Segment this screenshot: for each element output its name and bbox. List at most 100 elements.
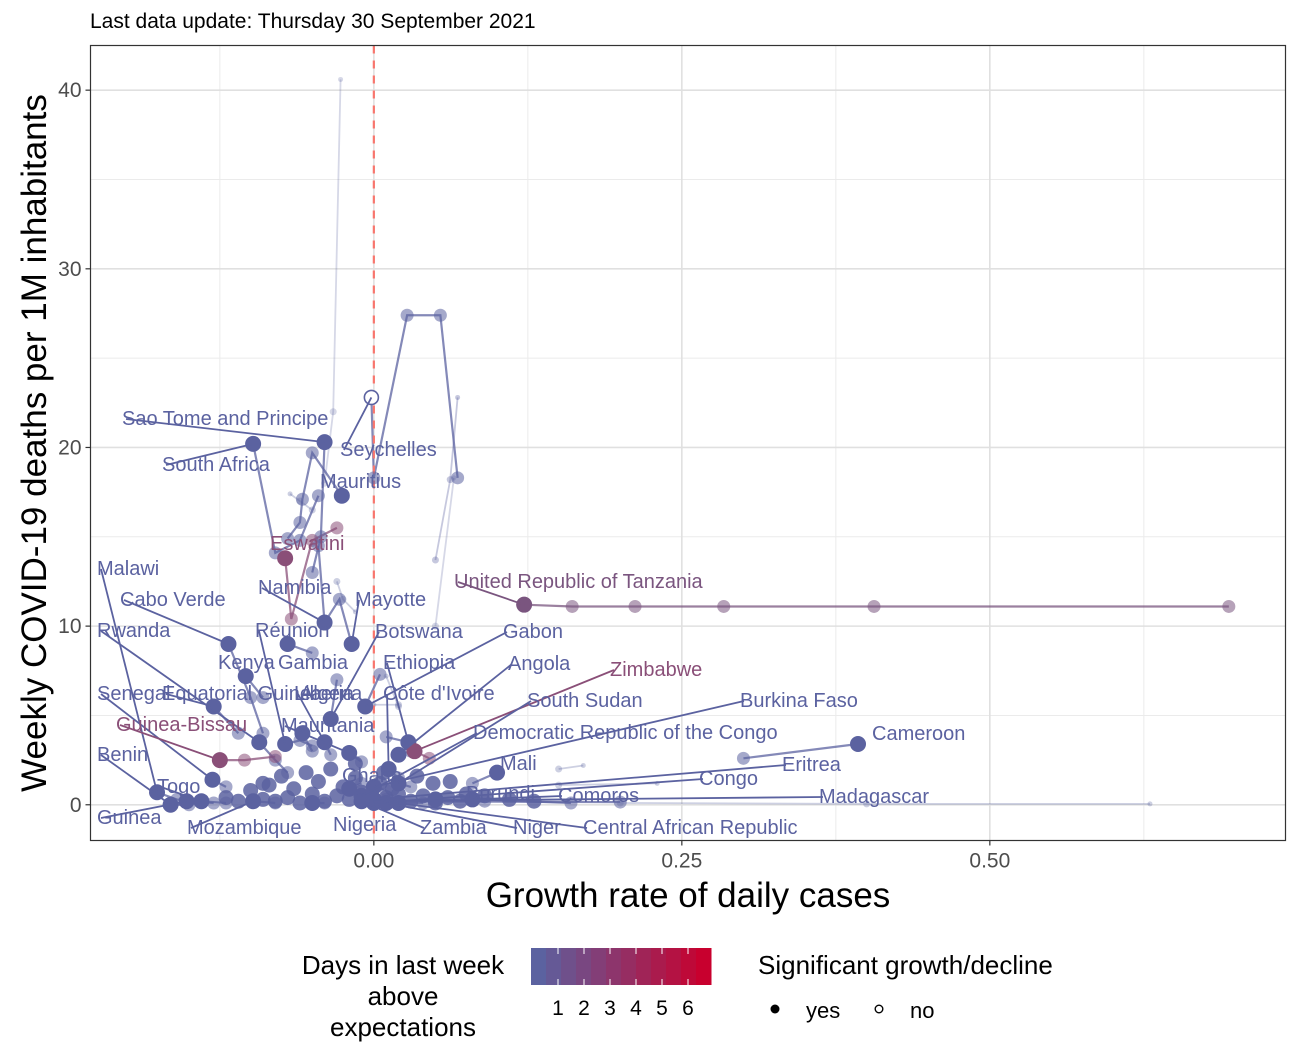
trail-point-eswatini — [284, 612, 298, 626]
color-legend-bar — [531, 948, 712, 985]
trail-point-guinea-bissau — [268, 750, 282, 764]
color-legend-segment — [591, 948, 607, 985]
faint-trail-point — [455, 394, 461, 400]
faint-trail-line — [434, 477, 455, 627]
cluster-point — [292, 795, 308, 811]
leader-liberia — [297, 693, 326, 743]
faint-trail-line — [323, 79, 342, 484]
faint-trail-point — [329, 408, 337, 416]
faint-trail-point — [431, 556, 439, 564]
leader-angola — [397, 663, 513, 756]
trail-point-sao-tome-and-principe — [305, 566, 319, 580]
trail-point-botswana — [330, 673, 344, 687]
plot-panel — [90, 45, 1286, 841]
trail-point-liberia — [324, 748, 338, 762]
label-mozambique: Mozambique — [187, 817, 302, 839]
label-ethiopia: Ethiopia — [383, 652, 456, 674]
label-senegal: Senegal — [97, 683, 170, 705]
trail-point-ghana — [355, 776, 369, 790]
trail-point-togo — [219, 796, 233, 810]
leader-namibia — [261, 587, 326, 624]
label-togo: Togo — [157, 776, 200, 798]
label-rwanda: Rwanda — [97, 620, 171, 642]
leader-malawi — [100, 568, 158, 793]
label-malawi: Malawi — [97, 558, 159, 580]
major-gridlines — [90, 45, 1286, 841]
plot-border — [89, 44, 1287, 842]
leader-central-african-republic — [398, 802, 588, 829]
faint-trail-line — [620, 802, 1150, 805]
trail-point-south-africa — [311, 489, 325, 503]
label-angola: Angola — [508, 653, 571, 675]
y-tick-label: 10 — [58, 615, 81, 638]
y-tick-label: 30 — [58, 258, 81, 281]
label-united-republic-of-tanzania: United Republic of Tanzania — [454, 571, 704, 593]
trail-point-mauritius — [281, 532, 295, 546]
trail-point-burkina-faso — [379, 783, 393, 797]
faint-trail-point — [338, 76, 344, 82]
label-leader-lines — [100, 397, 824, 829]
faint-trail-point — [431, 622, 439, 630]
point-cameroon — [850, 736, 867, 753]
x-axis: 0.00 0.25 0.50 — [353, 840, 1010, 873]
label-madagascar: Madagascar — [819, 786, 929, 808]
color-legend-segment — [621, 948, 637, 985]
leader-eritrea — [373, 764, 787, 801]
trail-point-gambia — [305, 646, 319, 660]
trail-point-nigeria — [318, 796, 332, 810]
trail-point-rwanda — [281, 766, 295, 780]
color-legend-segment — [636, 948, 652, 985]
point-mali — [489, 764, 506, 781]
trail-namibia — [317, 545, 326, 623]
trail-point-mauritania — [355, 755, 369, 769]
label-guinea-bissau: Guinea-Bissau — [116, 714, 247, 736]
x-tick-label: 0.50 — [969, 850, 1010, 873]
trail-point-south-africa — [293, 533, 307, 547]
leader-mayotte — [350, 599, 360, 645]
trail-point-mauritius — [305, 446, 319, 460]
label-congo: Congo — [699, 768, 758, 790]
color-legend-tick-label: 2 — [578, 997, 590, 1020]
color-legend-tick-label: 5 — [656, 997, 668, 1020]
label-mauritius: Mauritius — [320, 471, 401, 493]
leader-guinea — [100, 800, 187, 819]
point-kenya — [237, 668, 254, 685]
color-legend-segment — [681, 948, 697, 985]
cluster-point — [310, 774, 326, 790]
country-labels: Seychelles Sao Tome and Principe South Afr… — [97, 408, 965, 839]
leader-botswana — [329, 631, 380, 720]
leader-benin — [100, 754, 172, 806]
color-legend-segment — [531, 948, 547, 985]
trail-south-africa — [252, 443, 320, 555]
leader-south-africa — [165, 443, 254, 466]
label-liberia: Liberia — [294, 683, 355, 705]
point-eswatini — [277, 550, 294, 567]
trail-point-algeria — [305, 744, 319, 758]
trail-point-cameroon — [736, 751, 750, 765]
label-ghana: Ghana — [342, 765, 403, 787]
label-cameroon: Cameroon — [872, 723, 965, 745]
leader-niger — [386, 802, 518, 829]
trail-united-republic-of-tanzania — [524, 603, 1229, 608]
label-gabon: Gabon — [503, 621, 563, 643]
trail-point-senegal — [219, 780, 233, 794]
trail-point-united-republic-of-tanzania — [717, 599, 731, 613]
trail-point-united-republic-of-tanzania — [867, 599, 881, 613]
cluster-point — [230, 793, 246, 809]
point-gambia — [279, 635, 296, 652]
trail-point-kenya — [256, 691, 270, 705]
point-ghana — [341, 780, 358, 797]
leader-mozambique — [190, 800, 254, 829]
label-guinea: Guinea — [97, 807, 162, 829]
shape-legend-no-label: no — [910, 998, 934, 1023]
leader-zambia — [361, 800, 425, 829]
leader-r-union — [258, 630, 287, 745]
color-legend-segment — [696, 948, 712, 985]
cluster-point — [442, 774, 458, 790]
leader-senegal — [100, 693, 214, 781]
leader-democratic-republic-of-the-congo — [361, 732, 478, 797]
y-tick-label: 0 — [70, 794, 82, 817]
faint-trail-line — [558, 764, 584, 770]
shape-legend-open-marker — [874, 1004, 884, 1014]
